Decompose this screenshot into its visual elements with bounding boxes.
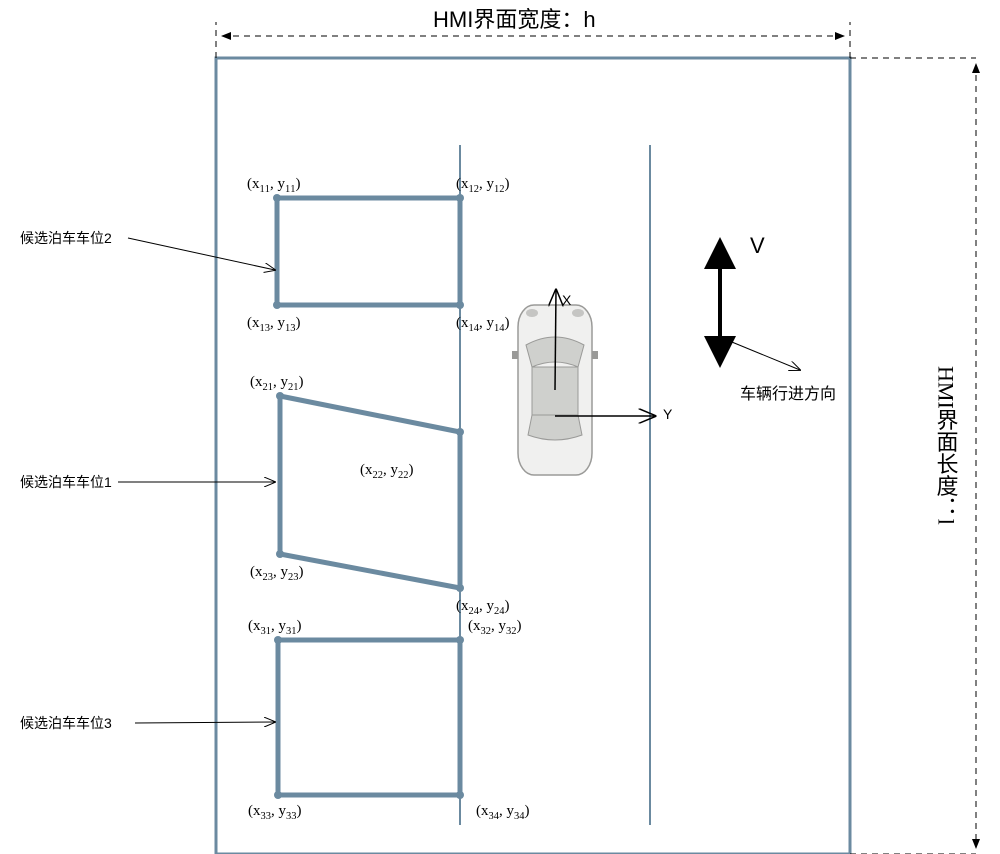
axis-y-label: Y — [663, 406, 672, 422]
axis-x-label: X — [562, 292, 571, 308]
diagram-stage: HMI界面长度：l HMI界面宽度：h X Y V 车辆行进方向 候选泊车车位2 候选泊车车… — [0, 0, 1000, 854]
slot2-leader-label: 候选泊车车位2 — [20, 228, 112, 248]
leader-lines — [118, 238, 275, 723]
dimension-length-label: HMI界面长度：l — [934, 366, 959, 525]
velocity-direction-label: 车辆行进方向 — [740, 380, 836, 404]
velocity-label: V — [750, 233, 765, 259]
dimension-width-label: HMI界面宽度：h — [433, 2, 596, 34]
velocity-arrow — [720, 245, 800, 370]
dimension-length: HMI界面长度：l — [850, 58, 976, 854]
lane-lines — [460, 145, 650, 825]
parking-slots — [273, 194, 464, 799]
slot3-leader-label: 候选泊车车位3 — [20, 713, 112, 733]
slot1-leader-label: 候选泊车车位1 — [20, 472, 112, 492]
diagram-svg: HMI界面长度：l — [0, 0, 1000, 854]
